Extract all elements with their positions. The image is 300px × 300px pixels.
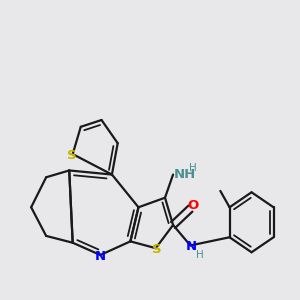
Text: NH: NH: [174, 168, 196, 181]
Text: S: S: [67, 149, 76, 162]
Text: H: H: [189, 163, 196, 173]
Text: H: H: [196, 250, 203, 260]
Text: O: O: [187, 200, 198, 212]
Text: S: S: [152, 243, 162, 256]
Text: N: N: [186, 240, 197, 253]
Text: N: N: [95, 250, 106, 263]
